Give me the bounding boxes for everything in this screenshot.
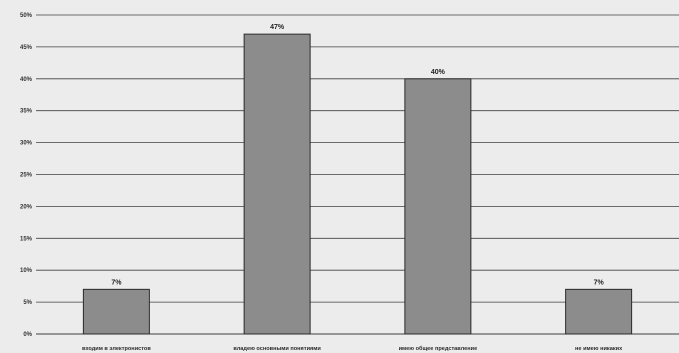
y-tick-label: 45% xyxy=(20,45,33,51)
data-label: 7% xyxy=(111,279,122,286)
data-label: 7% xyxy=(594,279,605,286)
bar xyxy=(243,33,311,335)
y-tick-label: 20% xyxy=(20,204,33,210)
y-tick-label: 5% xyxy=(23,300,32,306)
data-labels: 7% 47% 40% 7% xyxy=(111,24,604,286)
y-tick-label: 40% xyxy=(20,77,33,83)
gridlines xyxy=(36,14,679,335)
y-tick-label: 35% xyxy=(20,109,33,115)
bar xyxy=(404,78,472,335)
category-label: входим в электронистов xyxy=(82,346,151,352)
bar xyxy=(565,288,633,335)
category-label: не имею никаких xyxy=(575,346,623,352)
y-tick-label: 50% xyxy=(20,13,33,19)
y-tick-label: 25% xyxy=(20,173,33,179)
y-tick-label: 15% xyxy=(20,236,33,242)
data-label: 47% xyxy=(270,24,285,31)
y-tick-label: 0% xyxy=(23,332,32,338)
y-tick-label: 30% xyxy=(20,141,33,147)
y-tick-label: 10% xyxy=(20,268,33,274)
category-label: имею общее представление xyxy=(399,345,478,352)
category-labels: входим в электронистов владею основными п… xyxy=(82,345,623,352)
data-label: 40% xyxy=(431,69,446,76)
bars xyxy=(82,33,633,335)
bar xyxy=(82,288,150,335)
y-axis-ticks: 0% 5% 10% 15% 20% 25% 30% 35% 40% 45% 50% xyxy=(20,13,33,338)
category-label: владею основными понятиями xyxy=(233,346,321,352)
